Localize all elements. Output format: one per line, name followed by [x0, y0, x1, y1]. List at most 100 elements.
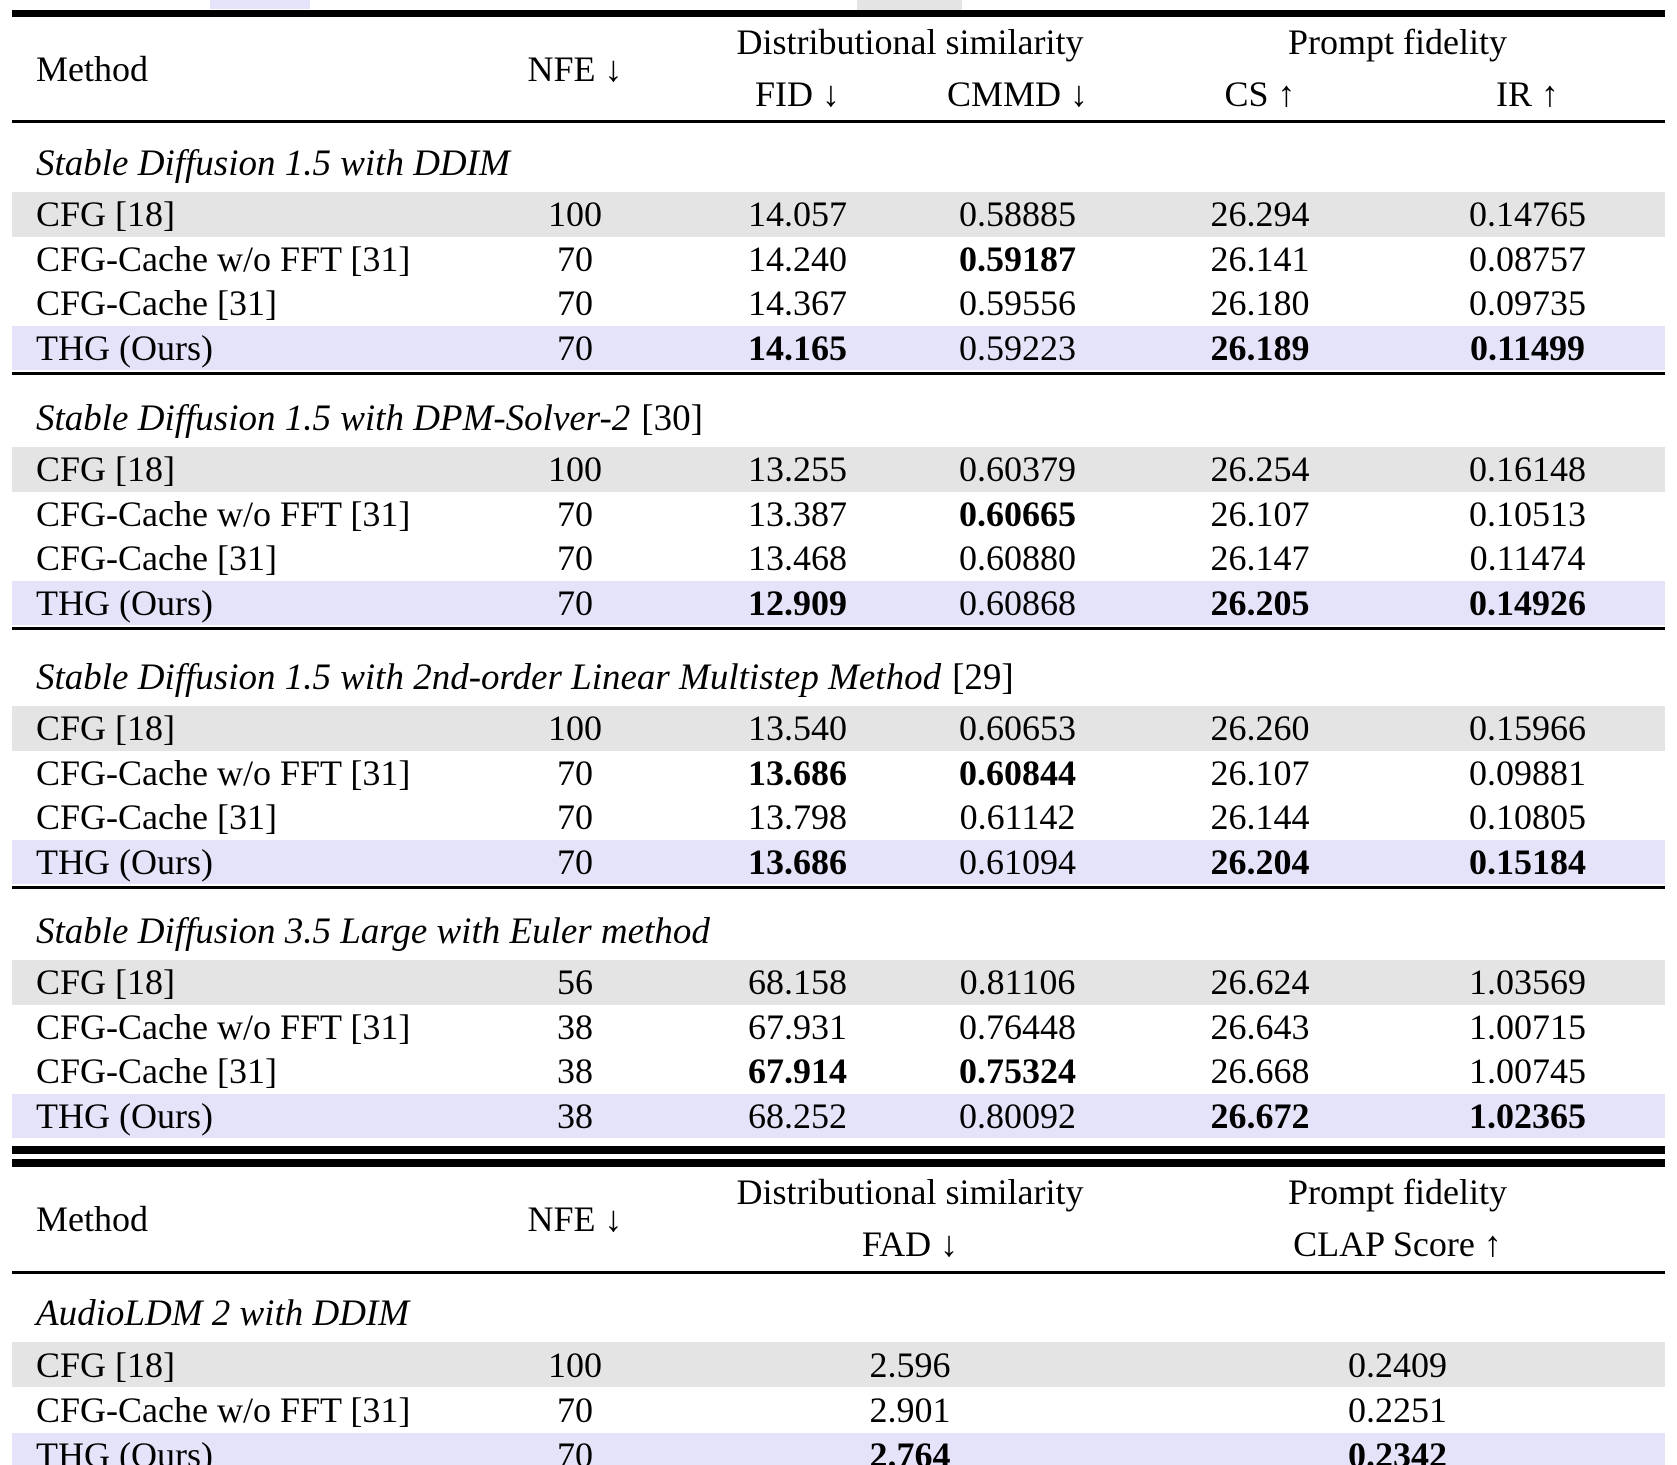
- nfe-value: 100: [548, 449, 602, 490]
- fid-value: 13.255: [748, 449, 847, 490]
- nfe-value: 70: [557, 1390, 593, 1431]
- cmmd-value: 0.60844: [959, 752, 1076, 793]
- col-header-clap-score: CLAP Score ↑: [1293, 1223, 1502, 1264]
- ir-value: 0.10805: [1469, 797, 1586, 838]
- table-row: CFG-Cache [31] 70 14.367 0.59556 26.180 …: [12, 281, 1665, 326]
- cmmd-value: 0.80092: [959, 1095, 1076, 1136]
- method-cell: CFG-Cache w/o FFT [31]: [36, 493, 411, 534]
- cs-value: 26.260: [1210, 708, 1310, 749]
- cs-value: 26.643: [1210, 1006, 1310, 1047]
- fad-value: 2.764: [869, 1435, 951, 1465]
- cs-value: 26.107: [1210, 752, 1310, 793]
- section-title-sd15-ddim: Stable Diffusion 1.5 with DDIM: [0, 123, 1677, 192]
- cropped-row-fragment-gray: [857, 0, 962, 10]
- clap-value: 0.2409: [1348, 1344, 1447, 1385]
- cmmd-value: 0.58885: [959, 194, 1076, 235]
- nfe-value: 38: [557, 1006, 593, 1047]
- clap-value: 0.2251: [1348, 1390, 1447, 1431]
- method-cell: CFG-Cache w/o FFT [31]: [36, 238, 411, 279]
- section-title-ref: [30]: [641, 398, 703, 439]
- table1-top-rule: [12, 10, 1665, 17]
- cmmd-value: 0.59223: [959, 327, 1076, 368]
- cs-value: 26.180: [1210, 283, 1310, 324]
- table1-header: Method NFE ↓ Distributional similarity P…: [12, 17, 1665, 120]
- col-header-cs: CS ↑: [1224, 73, 1296, 114]
- cmmd-value: 0.59556: [959, 283, 1076, 324]
- table-row: CFG-Cache w/o FFT [31] 38 67.931 0.76448…: [12, 1005, 1665, 1050]
- nfe-value: 70: [557, 283, 593, 324]
- table-row: CFG-Cache [31] 70 13.798 0.61142 26.144 …: [12, 795, 1665, 840]
- table-row: CFG [18] 100 14.057 0.58885 26.294 0.147…: [12, 192, 1665, 237]
- method-cell: THG (Ours): [36, 1095, 213, 1136]
- cs-value: 26.254: [1210, 449, 1310, 490]
- method-cell: CFG [18]: [36, 1344, 176, 1385]
- method-cell: THG (Ours): [36, 327, 213, 368]
- group-header-prompt-fidelity: Prompt fidelity: [1288, 22, 1507, 62]
- ir-value: 0.08757: [1469, 238, 1586, 279]
- section-rule: [12, 372, 1665, 375]
- method-cell: CFG-Cache [31]: [36, 797, 277, 838]
- method-cell: CFG-Cache w/o FFT [31]: [36, 1006, 411, 1047]
- ir-value: 1.02365: [1469, 1095, 1586, 1136]
- table-row: CFG-Cache w/o FFT [31] 70 13.686 0.60844…: [12, 751, 1665, 796]
- nfe-value: 70: [557, 752, 593, 793]
- section-title-sd15-dpm: Stable Diffusion 1.5 with DPM-Solver-2 [3…: [0, 375, 1677, 447]
- cs-value: 26.205: [1210, 582, 1310, 623]
- cmmd-value: 0.60868: [959, 582, 1076, 623]
- fid-value: 13.798: [748, 797, 847, 838]
- table-row: CFG-Cache w/o FFT [31] 70 13.387 0.60665…: [12, 492, 1665, 537]
- nfe-value: 70: [557, 582, 593, 623]
- table-row-ours: THG (Ours) 70 13.686 0.61094 26.204 0.15…: [12, 839, 1665, 884]
- ir-value: 0.09881: [1469, 752, 1586, 793]
- ir-value: 0.09735: [1469, 283, 1586, 324]
- nfe-value: 70: [557, 1435, 593, 1465]
- method-cell: CFG-Cache w/o FFT [31]: [36, 752, 411, 793]
- cs-value: 26.668: [1210, 1051, 1310, 1092]
- ir-value: 0.15966: [1469, 708, 1586, 749]
- section-title-text: Stable Diffusion 1.5 with DPM-Solver-2: [36, 398, 631, 439]
- table-row: CFG-Cache w/o FFT [31] 70 2.901 0.2251: [12, 1387, 1665, 1432]
- cs-value: 26.624: [1210, 962, 1310, 1003]
- nfe-value: 38: [557, 1095, 593, 1136]
- cropped-row-fragment-ours: [210, 0, 310, 9]
- ir-value: 1.03569: [1469, 962, 1586, 1003]
- cs-value: 26.189: [1210, 327, 1310, 368]
- col-header-nfe: NFE ↓: [527, 48, 623, 89]
- col-header-nfe: NFE ↓: [527, 1198, 623, 1239]
- method-cell: CFG-Cache w/o FFT [31]: [36, 1390, 411, 1431]
- table-row: CFG [18] 100 13.540 0.60653 26.260 0.159…: [12, 706, 1665, 751]
- header-rule: [12, 120, 1665, 123]
- fid-value: 14.165: [748, 327, 847, 368]
- col-header-cmmd: CMMD ↓: [946, 73, 1089, 114]
- cmmd-value: 0.61142: [959, 797, 1076, 838]
- fid-value: 13.468: [748, 538, 847, 579]
- method-cell: THG (Ours): [36, 841, 213, 882]
- fid-value: 14.240: [748, 238, 847, 279]
- cmmd-value: 0.76448: [959, 1006, 1076, 1047]
- nfe-value: 70: [557, 797, 593, 838]
- cs-value: 26.294: [1210, 194, 1310, 235]
- col-header-method: Method: [36, 48, 148, 89]
- ir-value: 1.00715: [1469, 1006, 1586, 1047]
- fid-value: 12.909: [748, 582, 847, 623]
- group-header-distributional-similarity: Distributional similarity: [736, 22, 1084, 62]
- cs-value: 26.141: [1210, 238, 1310, 279]
- table-row-ours: THG (Ours) 70 14.165 0.59223 26.189 0.11…: [12, 325, 1665, 370]
- section-title-text: AudioLDM 2 with DDIM: [36, 1293, 410, 1334]
- table-row-ours: THG (Ours) 38 68.252 0.80092 26.672 1.02…: [12, 1093, 1665, 1138]
- method-cell: THG (Ours): [36, 1435, 213, 1465]
- ir-value: 1.00745: [1469, 1051, 1586, 1092]
- nfe-value: 38: [557, 1051, 593, 1092]
- method-cell: CFG [18]: [36, 708, 176, 749]
- fid-value: 13.540: [748, 708, 847, 749]
- cmmd-value: 0.81106: [959, 962, 1076, 1003]
- method-cell: CFG [18]: [36, 962, 176, 1003]
- table-row: CFG [18] 56 68.158 0.81106 26.624 1.0356…: [12, 960, 1665, 1005]
- clap-value: 0.2342: [1348, 1435, 1447, 1465]
- table-row: CFG [18] 100 13.255 0.60379 26.254 0.161…: [12, 447, 1665, 492]
- section-title-text: Stable Diffusion 3.5 Large with Euler me…: [36, 911, 710, 952]
- col-header-fid: FID ↓: [754, 73, 840, 114]
- ir-value: 0.11474: [1469, 538, 1586, 579]
- cs-value: 26.204: [1210, 841, 1310, 882]
